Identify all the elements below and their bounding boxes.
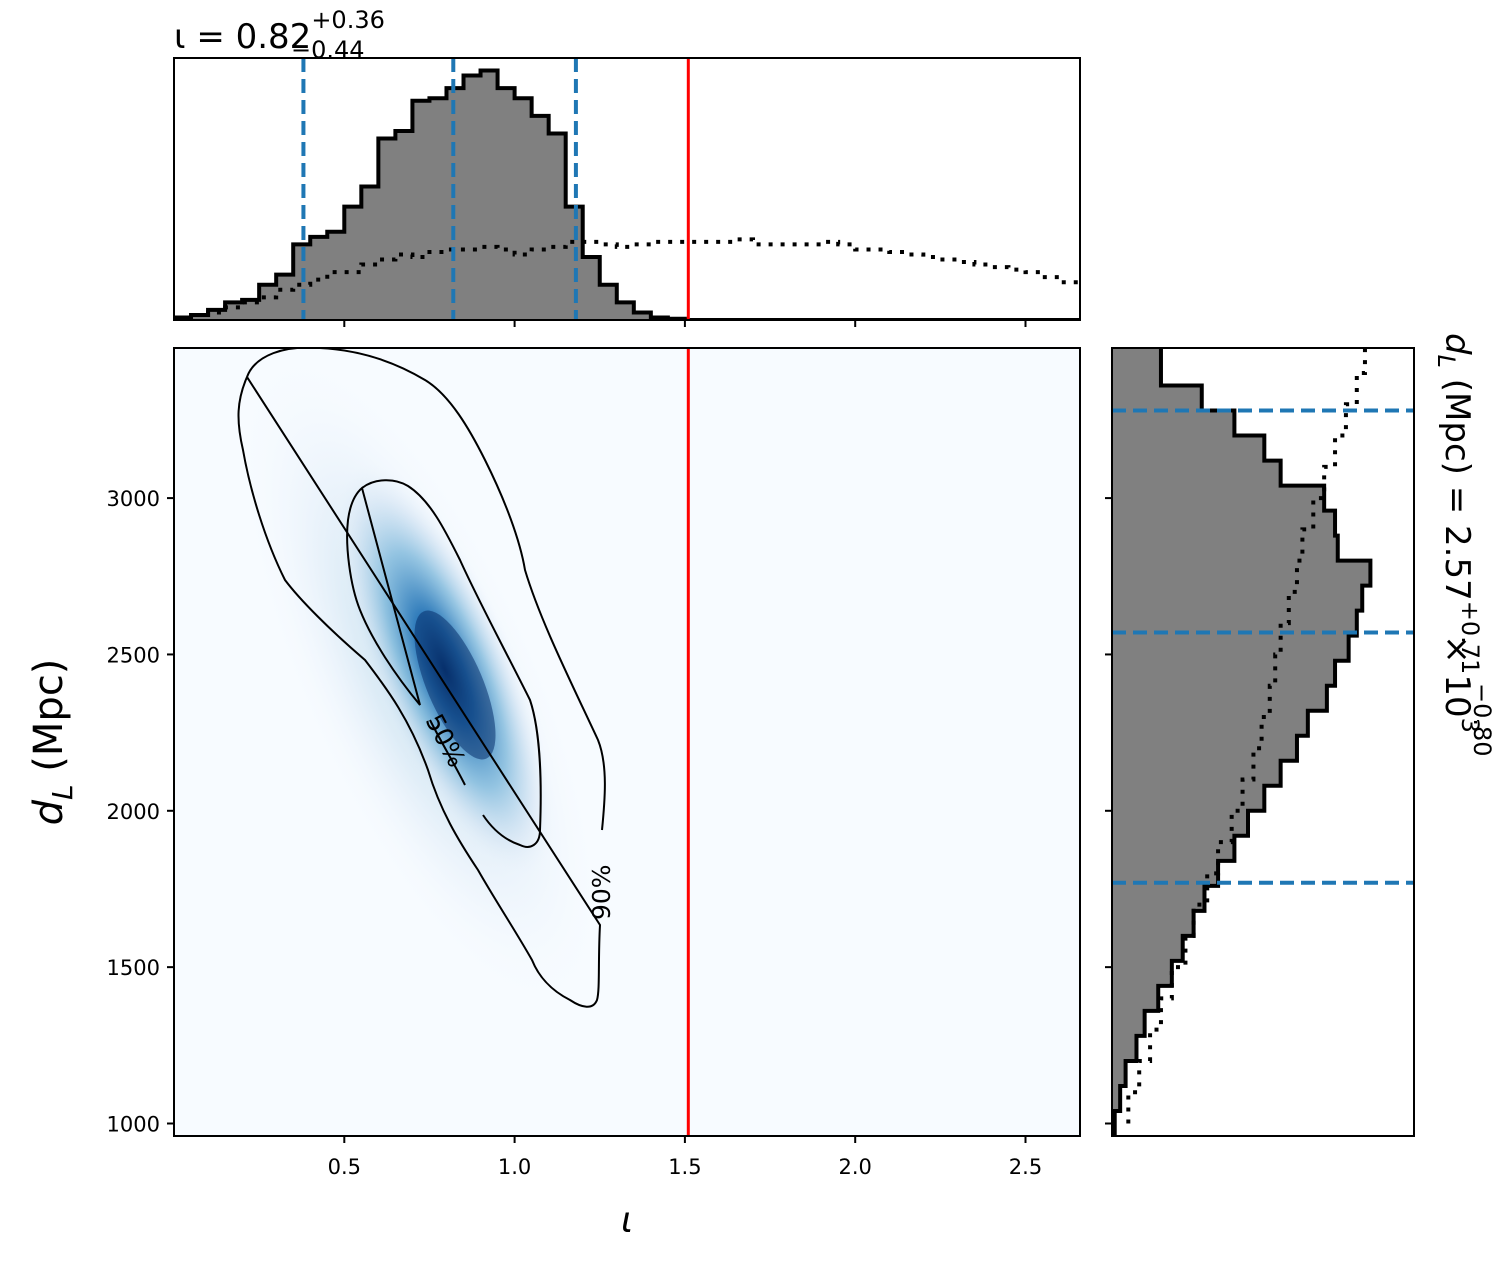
y-axis-label-sub: L (46, 784, 79, 800)
dL-marginal-panel (1112, 348, 1414, 1136)
dL-title-sup: +0.71 (1456, 601, 1484, 675)
contour-50 (346, 479, 542, 848)
dL-marginal-ticks (1105, 497, 1112, 1125)
x-tick-label-1: 1.0 (498, 1155, 531, 1179)
iota-marginal-panel (174, 58, 1080, 320)
dL-title-exp: 3 (1456, 718, 1484, 733)
dL-marginal-frame (1111, 347, 1415, 1137)
iota-marginal-frame (173, 57, 1081, 321)
dL-title-main: d (1437, 333, 1477, 355)
x-tick-label-2: 1.5 (668, 1155, 701, 1179)
dL-title-tail: × 10 (1437, 624, 1477, 717)
dL-posterior-outline (1112, 348, 1373, 1136)
dL-title-main-sub: L (1432, 355, 1460, 368)
iota-title: ι = 0.82+0.36 (174, 6, 385, 57)
iota-title-sup: +0.36 (311, 6, 385, 34)
joint-density-panel: 50% 90% (174, 348, 1080, 1136)
x-tick-label-3: 2.0 (838, 1155, 871, 1179)
dL-quantile-lines (1112, 408, 1414, 885)
iota-title-main: ι = 0.82 (174, 17, 311, 57)
y-tick-label-4: 3000 (107, 487, 160, 511)
y-axis-label-main: d (26, 799, 72, 825)
dL-posterior-histogram (1112, 348, 1371, 1136)
dL-title-sub: −0.80 (1468, 683, 1496, 757)
y-axis-label-rest: (Mpc) (26, 659, 72, 785)
joint-density-frame (173, 347, 1081, 1137)
dL-title: dL (Mpc) = 2.57+0.71 × 103 (1432, 333, 1484, 733)
iota-marginal-ticks (343, 320, 1027, 327)
y-axis-ticks: 1000 1500 2000 2500 3000 (107, 487, 174, 1136)
x-axis-label: ι (621, 1200, 633, 1241)
x-axis-ticks: 0.5 1.0 1.5 2.0 2.5 (328, 1136, 1042, 1179)
iota-prior-histogram (174, 237, 1080, 320)
dL-title-rest: (Mpc) = 2.57 (1437, 368, 1477, 601)
y-axis-label: dL (Mpc) (26, 659, 79, 826)
y-tick-label-1: 1500 (107, 956, 160, 980)
x-tick-label-0: 0.5 (328, 1155, 361, 1179)
contour-label-90: 90% (587, 864, 616, 920)
y-tick-label-3: 2500 (107, 643, 160, 667)
iota-posterior-outline (174, 68, 1080, 320)
y-tick-label-0: 1000 (107, 1112, 160, 1136)
y-tick-label-2: 2000 (107, 800, 160, 824)
density-peak (414, 610, 496, 760)
x-tick-label-4: 2.5 (1009, 1155, 1042, 1179)
iota-title-sub: −0.44 (291, 36, 365, 64)
iota-quantile-lines (301, 58, 578, 320)
